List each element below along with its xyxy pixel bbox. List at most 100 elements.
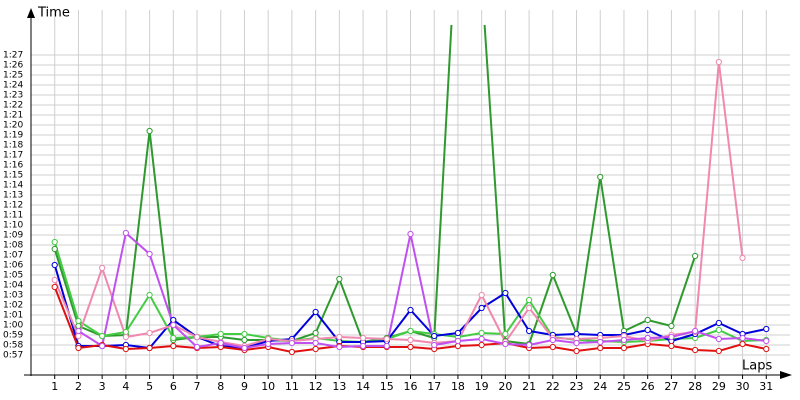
x-tick-label: 18 [451,380,465,393]
x-tick-label: 21 [522,380,536,393]
data-point [75,322,82,330]
y-tick-label: 1:03 [3,291,23,301]
x-tick-label: 9 [241,380,248,393]
data-point [454,337,462,345]
data-point [217,339,224,347]
x-tick-label: 17 [427,380,441,393]
data-point [573,347,580,355]
data-point [146,291,153,299]
data-point [383,342,390,350]
data-point [644,334,651,342]
x-tick-label: 10 [261,380,275,393]
x-tick-label: 6 [170,380,177,393]
data-point [715,58,722,66]
x-tick-label: 15 [380,380,394,393]
data-point [715,347,722,355]
x-tick-label: 2 [75,380,82,393]
data-point [75,317,82,325]
y-tick-label: 0:59 [3,331,23,341]
data-point [525,341,533,349]
y-tick-label: 1:24 [3,81,23,91]
data-point [265,340,272,348]
data-point [739,334,746,342]
y-tick-label: 1:00 [3,321,23,331]
data-point [454,342,462,350]
data-point [122,229,129,237]
y-tick-label: 1:01 [3,311,23,321]
data-point [478,335,485,343]
data-point [525,296,533,304]
data-point [75,332,82,340]
data-point [336,333,343,341]
data-point [336,275,343,283]
data-point [75,327,82,335]
data-point [51,238,58,246]
x-tick-label: 8 [217,380,224,393]
data-point [170,342,177,350]
data-point [75,344,82,352]
x-tick-label: 23 [570,380,584,393]
series-line [53,61,744,348]
data-point [597,173,604,181]
y-tick-label: 1:14 [3,181,23,191]
y-tick-label: 1:05 [3,271,23,281]
data-point [715,326,722,334]
plot-area [51,25,770,356]
data-point [407,230,414,238]
data-point [668,333,675,341]
y-tick-label: 0:57 [3,351,23,361]
data-point [431,341,438,349]
x-arrow [780,371,792,379]
x-tick-label: 25 [617,380,631,393]
x-tick-label: 26 [641,380,655,393]
data-point [502,330,509,338]
data-point [431,332,438,340]
x-tick-label: 11 [285,380,299,393]
y-tick-label: 1:07 [3,251,23,261]
data-point [407,327,414,335]
data-point [573,330,580,338]
data-point [122,328,129,336]
data-point [312,329,319,337]
data-point [597,344,604,352]
data-point [620,344,628,352]
y-tick-label: 1:06 [3,261,23,271]
data-point [549,271,556,279]
data-point [478,341,485,349]
y-tick-label: 1:08 [3,241,23,251]
x-tick-label: 22 [546,380,560,393]
y-tick-label: 1:12 [3,201,23,211]
y-tick-label: 1:13 [3,191,23,201]
y-tick-label: 1:26 [3,61,23,71]
x-tick-label: 14 [356,380,370,393]
x-tick-label: 31 [759,380,773,393]
data-point [525,304,533,312]
data-point [193,343,201,351]
data-point [288,339,296,347]
data-point [193,333,201,341]
data-point [146,127,153,135]
y-axis-title: Time [37,6,70,21]
data-point [383,335,390,343]
data-point [170,334,177,342]
x-tick-label: 29 [712,380,726,393]
x-tick-label: 4 [122,380,129,393]
data-point [265,335,272,343]
data-point [146,344,153,352]
data-point [99,264,106,272]
data-point [763,337,770,345]
data-point [692,327,699,335]
data-point [241,336,248,344]
data-point [51,245,58,253]
data-point [122,333,129,341]
data-point [525,327,533,335]
data-point [99,342,106,350]
data-point [407,336,414,344]
x-tick-label: 27 [664,380,678,393]
data-point [549,343,556,351]
y-tick-label: 1:20 [3,121,23,131]
data-point [407,343,414,351]
data-point [668,342,675,350]
data-point [549,336,556,344]
